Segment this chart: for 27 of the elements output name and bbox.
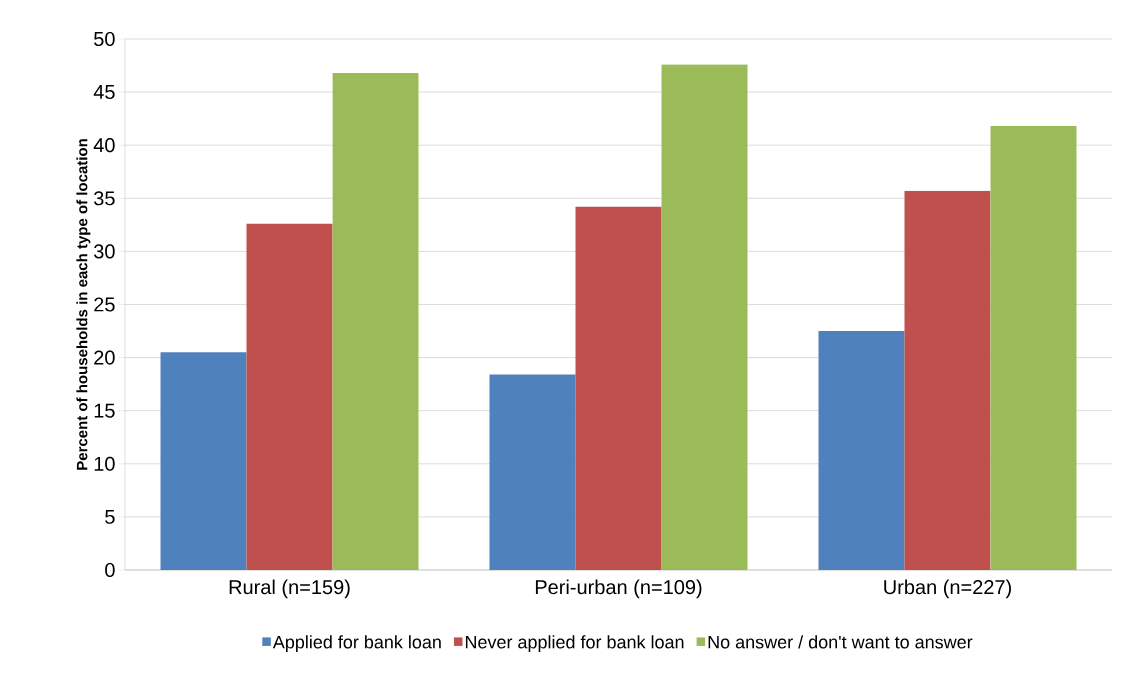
legend-label: Never applied for bank loan [465,635,684,653]
y-tick-label: 5 [105,509,115,524]
bar [489,374,576,570]
y-tick-label: 20 [94,350,115,365]
x-tick-label: Peri-urban (n=109) [535,579,702,599]
bar [246,223,333,570]
legend-label: Applied for bank loan [272,635,441,653]
bar [332,72,419,570]
bar [575,206,662,570]
x-tick-label: Rural (n=159) [229,579,350,599]
y-tick-label: 10 [94,456,115,471]
y-axis-title: Percent of households in each type of location [76,139,91,470]
bar [818,331,905,570]
bar [661,64,748,570]
y-tick-label: 50 [94,31,115,47]
x-tick-label: Urban (n=227) [884,579,1011,599]
y-tick-label: 25 [94,297,115,312]
bar [160,352,247,570]
y-tick-label: 30 [94,244,115,259]
bar [990,126,1077,570]
y-tick-label: 45 [93,85,115,100]
y-tick-label: 0 [105,562,115,578]
bar [904,190,991,570]
legend-label: No answer / don't want to answer [708,635,973,649]
y-tick-label: 40 [93,138,115,153]
y-tick-label: 15 [94,403,115,418]
y-tick-label: 35 [94,191,115,206]
